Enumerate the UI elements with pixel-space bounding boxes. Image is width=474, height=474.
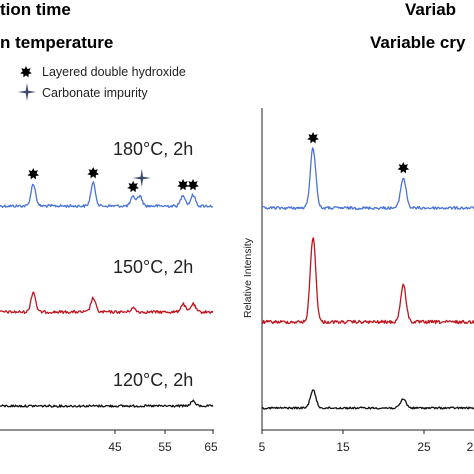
series-label-150: 150°C, 2h	[113, 257, 193, 277]
left-title-line1: tion time	[0, 0, 71, 19]
ldh-peak-marker	[397, 162, 410, 174]
left-title-line2: n temperature	[0, 33, 113, 52]
carbonate-marker-icon	[18, 83, 36, 101]
left-tick-label: 65	[204, 440, 218, 454]
ldh-peak-marker	[307, 132, 319, 144]
ldh-marker-icon	[20, 66, 32, 78]
series-line-1-2	[261, 389, 474, 410]
ldh-peak-marker	[27, 168, 40, 180]
ldh-marker-icon	[20, 66, 32, 78]
series-line-1-1	[261, 237, 474, 325]
series-line-0-2	[0, 399, 214, 408]
series-label-120: 120°C, 2h	[113, 370, 193, 390]
right-panel: 5 15 25 2 Relative Intensity	[242, 108, 474, 454]
traces-layer	[0, 147, 474, 410]
ldh-peak-marker	[127, 180, 139, 193]
series-line-0-0	[0, 181, 214, 209]
right-title-line1: Variab	[405, 0, 456, 19]
ldh-peak-marker	[87, 167, 100, 179]
legend: Layered double hydroxide Carbonate impur…	[18, 65, 186, 101]
series-label-180: 180°C, 2h	[113, 139, 193, 159]
series-line-0-1	[0, 291, 214, 315]
right-tick-label: 15	[336, 440, 350, 454]
ldh-peak-marker	[187, 179, 199, 191]
left-panel: 45 55 65 180°C, 2h 150°C, 2h 120°C, 2h	[0, 139, 218, 454]
right-title-line2: Variable cry	[370, 33, 466, 52]
legend-carbonate-label: Carbonate impurity	[42, 86, 148, 100]
right-tick-label: 5	[259, 440, 266, 454]
right-tick-label: 25	[417, 440, 431, 454]
left-tick-label: 55	[158, 440, 172, 454]
ldh-peak-marker	[177, 179, 189, 191]
carbonate-marker-icon	[18, 83, 36, 101]
left-tick-label: 45	[108, 440, 122, 454]
right-tick-label: 2	[467, 440, 474, 454]
legend-ldh-label: Layered double hydroxide	[42, 65, 186, 79]
markers-layer	[27, 132, 410, 193]
right-y-axis-label: Relative Intensity	[242, 237, 254, 318]
carbonate-peak-marker	[132, 169, 151, 187]
series-line-1-0	[261, 147, 474, 211]
